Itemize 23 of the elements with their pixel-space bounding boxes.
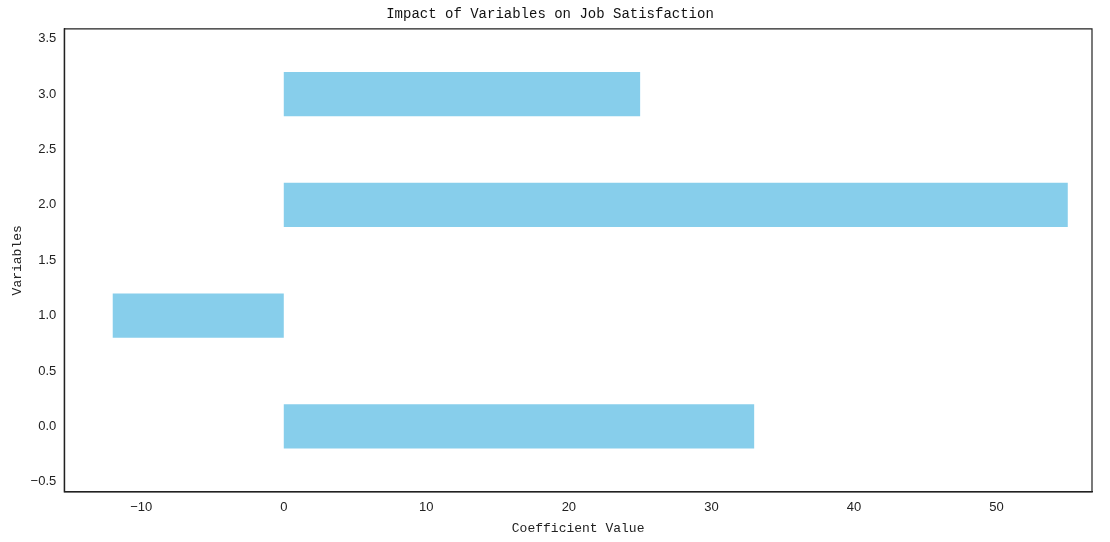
x-tick-label: −10: [130, 499, 153, 515]
y-tick-label: −0.5: [30, 473, 57, 489]
x-axis-title: Coefficient Value: [511, 520, 645, 536]
bar: [283, 72, 641, 117]
y-tick-label: 2.0: [38, 196, 57, 212]
x-tick-label: 10: [419, 499, 434, 515]
y-tick-label: 1.5: [38, 251, 57, 267]
bar: [283, 404, 755, 449]
x-tick-label: 40: [846, 499, 862, 515]
y-tick-label: 3.0: [38, 85, 57, 101]
y-tick-label: 0.5: [38, 362, 57, 378]
y-tick-label: 1.0: [38, 307, 57, 323]
y-tick-label: 2.5: [38, 141, 57, 157]
y-tick-label: 3.5: [38, 30, 57, 46]
bar: [283, 182, 1068, 228]
x-tick-label: 50: [989, 499, 1004, 515]
bar: [112, 293, 284, 338]
chart-title: Impact of Variables on Job Satisfaction: [386, 6, 714, 23]
x-tick-label: 30: [704, 499, 719, 515]
x-tick-label: 20: [561, 499, 577, 515]
y-tick-label: 0.0: [38, 418, 57, 434]
y-axis-title: Variables: [10, 225, 26, 296]
x-tick-label: 0: [280, 499, 288, 515]
